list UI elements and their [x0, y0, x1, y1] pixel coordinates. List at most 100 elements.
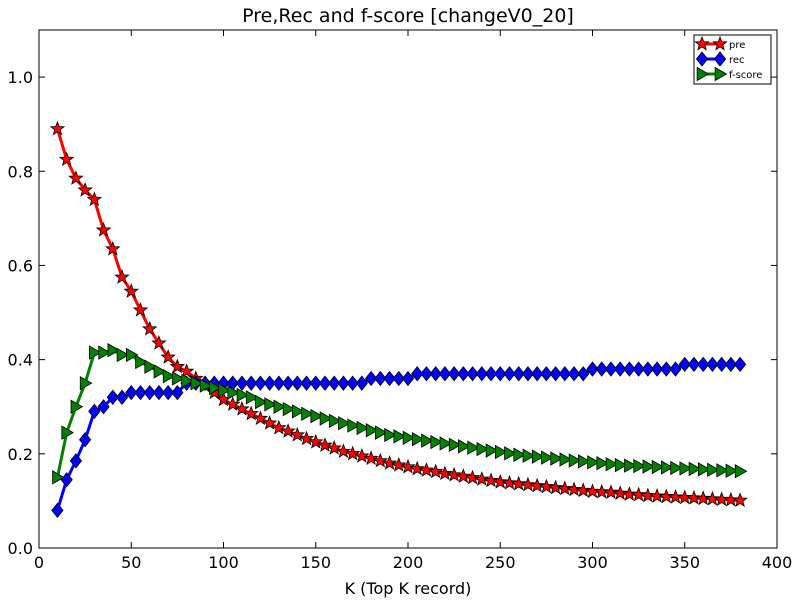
data-point-pre	[252, 410, 269, 426]
data-point-pre	[363, 450, 379, 466]
data-point-f-score	[328, 413, 342, 429]
data-point-f-score	[541, 450, 554, 465]
x-tick-label: 250	[485, 553, 516, 572]
data-point-rec	[512, 366, 525, 382]
data-point-f-score	[273, 399, 287, 414]
series-line-pre	[56, 128, 741, 502]
data-point-pre	[529, 477, 545, 493]
data-point-f-score	[725, 463, 739, 478]
data-point-f-score	[52, 470, 65, 485]
x-tick-label: 200	[393, 553, 424, 572]
data-point-rec	[604, 361, 618, 377]
data-point-f-score	[568, 453, 582, 468]
x-tick-label: 300	[577, 553, 608, 572]
data-point-f-score	[494, 444, 508, 460]
plot-area: 0 50 100 150 200 250 300 350 400 0.0 0.2 0.4 0.6 0.8 1…	[8, 29, 793, 572]
data-point-pre	[695, 490, 711, 506]
data-point-f-score	[255, 394, 268, 410]
y-tick-label: 0.4	[8, 351, 33, 370]
data-point-f-score	[670, 460, 683, 476]
data-point-f-score	[199, 378, 213, 393]
x-tick-label: 350	[669, 553, 700, 572]
y-tick-label: 0.6	[8, 256, 33, 275]
data-point-f-score	[162, 368, 176, 384]
data-point-f-score	[448, 437, 462, 453]
data-point-rec	[724, 356, 737, 372]
data-point-rec	[466, 366, 479, 382]
data-point-f-score	[107, 343, 121, 358]
data-point-f-score	[98, 345, 111, 360]
data-point-pre	[381, 455, 398, 470]
data-point-rec	[263, 375, 276, 391]
data-point-pre	[335, 443, 352, 459]
data-point-rec	[650, 361, 664, 377]
data-point-rec	[364, 370, 378, 387]
data-point-pre	[603, 484, 619, 500]
data-point-f-score	[716, 463, 729, 478]
data-point-f-score	[522, 448, 536, 463]
data-point-pre	[547, 479, 564, 495]
data-point-f-score	[264, 397, 277, 412]
data-point-rec	[51, 502, 64, 518]
data-point-pre	[538, 478, 555, 494]
data-point-rec	[162, 384, 175, 401]
data-point-f-score	[513, 447, 527, 462]
x-tick-label: 50	[121, 553, 141, 572]
data-point-pre	[575, 482, 592, 498]
data-point-f-score	[651, 459, 665, 475]
data-point-rec	[577, 366, 590, 382]
data-point-rec	[531, 366, 544, 382]
data-point-f-score	[89, 345, 102, 360]
data-point-f-score	[393, 429, 407, 444]
data-point-pre	[105, 240, 121, 256]
data-point-pre	[114, 269, 130, 284]
data-point-pre	[123, 283, 139, 298]
data-point-rec	[383, 370, 396, 387]
data-point-pre	[58, 151, 75, 167]
data-point-f-score	[375, 425, 388, 440]
data-point-pre	[723, 491, 739, 507]
data-point-pre	[77, 181, 93, 197]
data-point-f-score	[181, 373, 194, 389]
data-point-pre	[492, 473, 508, 489]
legend: pre rec f-score	[693, 34, 772, 85]
data-point-rec	[540, 366, 553, 382]
x-tick-label: 400	[762, 553, 793, 572]
data-point-rec	[494, 366, 507, 382]
data-point-pre	[427, 463, 444, 479]
data-point-rec	[448, 366, 461, 382]
data-point-f-score	[70, 399, 84, 414]
data-point-f-score	[697, 462, 711, 477]
legend-marker-rec	[713, 51, 727, 67]
data-point-rec	[309, 375, 322, 391]
legend-label-rec: rec	[729, 55, 745, 66]
data-point-rec	[235, 375, 249, 391]
data-point-f-score	[661, 460, 674, 475]
data-point-rec	[706, 356, 719, 372]
data-point-pre	[243, 405, 259, 421]
data-point-pre	[372, 452, 389, 468]
data-point-pre	[409, 460, 425, 476]
data-point-f-score	[467, 440, 480, 455]
data-point-pre	[630, 486, 647, 502]
data-point-rec	[272, 375, 285, 391]
data-point-f-score	[421, 433, 434, 448]
x-tick-label: 150	[300, 553, 331, 572]
data-point-f-score	[614, 457, 628, 473]
data-point-pre	[677, 489, 693, 505]
data-point-f-score	[476, 441, 490, 457]
data-point-rec	[392, 370, 405, 387]
data-point-pre	[584, 483, 601, 499]
data-point-pre	[501, 474, 518, 490]
data-point-f-score	[347, 418, 360, 433]
data-point-pre	[261, 415, 278, 430]
data-point-f-score	[734, 464, 748, 479]
data-point-pre	[289, 426, 306, 442]
data-point-rec	[318, 375, 332, 391]
data-point-pre	[732, 492, 748, 508]
data-point-rec	[106, 389, 119, 405]
data-point-pre	[326, 440, 342, 455]
data-point-pre	[298, 430, 315, 446]
